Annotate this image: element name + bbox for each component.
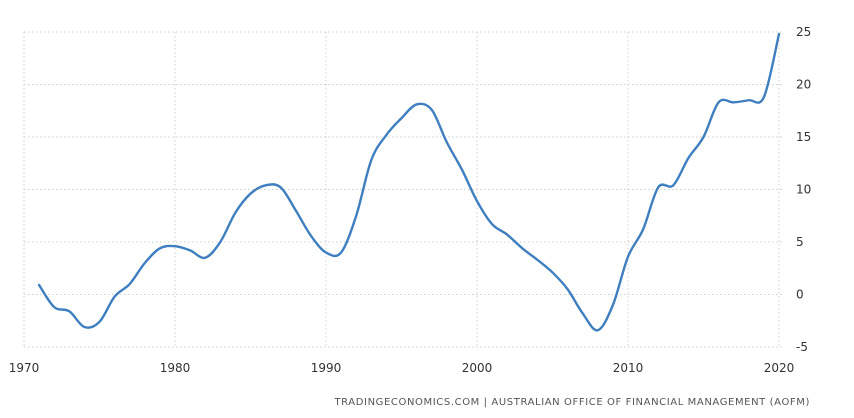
data-point bbox=[701, 135, 706, 140]
x-tick-label: 1980 bbox=[160, 361, 191, 375]
y-tick-label: 10 bbox=[796, 183, 811, 197]
data-point bbox=[308, 233, 313, 238]
data-point bbox=[490, 222, 495, 227]
data-point bbox=[444, 140, 449, 145]
x-tick-label: 1970 bbox=[9, 361, 40, 375]
data-point bbox=[686, 156, 691, 161]
data-point bbox=[459, 167, 464, 172]
data-point bbox=[641, 227, 646, 232]
data-point bbox=[203, 255, 208, 260]
data-point bbox=[761, 95, 766, 100]
data-point bbox=[429, 107, 434, 112]
data-point bbox=[37, 283, 42, 288]
data-point bbox=[354, 213, 359, 218]
data-point bbox=[716, 100, 721, 105]
data-point bbox=[369, 158, 374, 163]
gridlines bbox=[23, 31, 782, 348]
x-tick-label: 1990 bbox=[311, 361, 342, 375]
data-point bbox=[731, 100, 736, 105]
data-point bbox=[97, 319, 102, 324]
data-point bbox=[112, 294, 117, 299]
data-point bbox=[339, 250, 344, 255]
y-tick-label: 5 bbox=[796, 235, 804, 249]
y-tick-label: -5 bbox=[796, 340, 808, 354]
data-point bbox=[188, 248, 193, 253]
x-tick-label: 2020 bbox=[764, 361, 795, 375]
x-axis-tick-labels: 1970 1980 1990 2000 2010 2020 bbox=[9, 361, 795, 375]
data-point bbox=[67, 309, 72, 314]
y-tick-label: 20 bbox=[796, 78, 811, 92]
data-point bbox=[520, 246, 525, 251]
data-point bbox=[278, 185, 283, 190]
data-point bbox=[777, 32, 782, 37]
data-point bbox=[293, 208, 298, 213]
series-layer bbox=[37, 32, 782, 333]
x-tick-label: 2000 bbox=[462, 361, 493, 375]
x-tick-label: 2010 bbox=[613, 361, 644, 375]
data-point bbox=[671, 183, 676, 188]
data-point bbox=[263, 183, 268, 188]
data-point bbox=[248, 191, 253, 196]
data-point bbox=[218, 240, 223, 245]
data-point bbox=[52, 305, 57, 310]
y-axis-tick-labels: -5 0 5 10 15 20 25 bbox=[796, 25, 811, 354]
data-point bbox=[157, 246, 162, 251]
data-point bbox=[535, 257, 540, 262]
series-line bbox=[37, 32, 781, 332]
data-point bbox=[384, 132, 389, 137]
data-point bbox=[610, 303, 615, 308]
y-tick-label: 0 bbox=[796, 288, 804, 302]
data-point bbox=[82, 325, 87, 330]
source-credit: TRADINGECONOMICS.COM | AUSTRALIAN OFFICE… bbox=[334, 397, 810, 408]
data-point bbox=[505, 232, 510, 237]
data-point bbox=[475, 199, 480, 204]
data-point bbox=[626, 254, 631, 259]
data-point bbox=[127, 282, 132, 287]
y-tick-label: 15 bbox=[796, 130, 811, 144]
data-point bbox=[414, 102, 419, 107]
data-point bbox=[746, 98, 751, 103]
data-point bbox=[399, 116, 404, 121]
data-point bbox=[173, 244, 178, 249]
data-point bbox=[580, 311, 585, 316]
data-point bbox=[233, 210, 238, 215]
data-point bbox=[324, 250, 329, 255]
data-point bbox=[656, 185, 661, 190]
data-point bbox=[550, 270, 555, 275]
data-point bbox=[595, 328, 600, 333]
y-tick-label: 25 bbox=[796, 25, 811, 39]
data-point bbox=[565, 287, 570, 292]
data-point bbox=[142, 261, 147, 266]
